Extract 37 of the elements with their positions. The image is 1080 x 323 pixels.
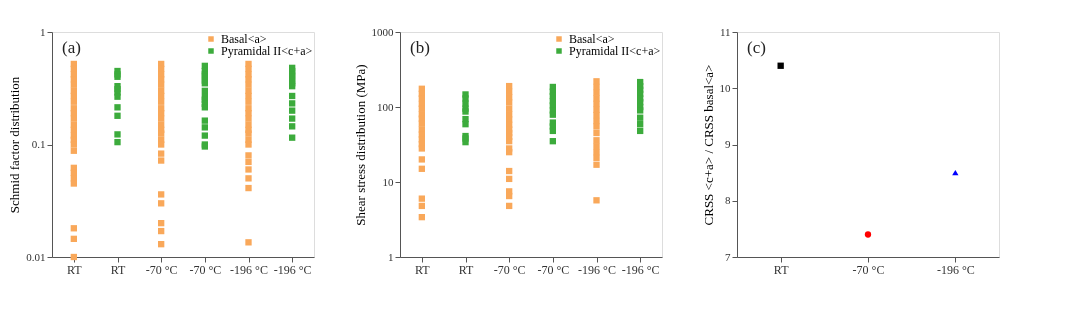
y-tick-label: 1 bbox=[388, 250, 394, 263]
y-tick-label: 1 bbox=[40, 25, 46, 38]
y-tick-label: 100 bbox=[377, 100, 394, 113]
y-tick-label: 0.1 bbox=[31, 138, 46, 150]
y-tick-label: 1000 bbox=[371, 25, 394, 38]
x-tick-label: -196 °C bbox=[936, 262, 975, 277]
y-tick-label: 0.01 bbox=[26, 250, 46, 263]
annotation: (a) bbox=[62, 38, 81, 57]
x-tick-label: -196 °C bbox=[621, 262, 660, 277]
x-tick-label: -196 °C bbox=[230, 262, 268, 277]
legend-label: Basal<a> bbox=[569, 32, 615, 46]
y-axis-title: CRSS <c+a> / CRSS basal<a> bbox=[700, 64, 716, 226]
x-tick-label: RT bbox=[773, 262, 790, 277]
x-tick-label: RT bbox=[110, 262, 126, 277]
y-axis-title: Shear stress distribution (MPa) bbox=[352, 64, 368, 226]
y-tick-label: 9 bbox=[725, 138, 731, 150]
y-tick-label: 8 bbox=[725, 194, 731, 207]
x-tick-label: -70 °C bbox=[852, 262, 885, 277]
x-tick-label: RT bbox=[67, 262, 83, 277]
legend-label: Pyramidal II<c+a> bbox=[221, 44, 313, 58]
x-tick-label: -70 °C bbox=[189, 262, 222, 277]
y-tick-label: 7 bbox=[725, 250, 731, 263]
x-tick-label: -70 °C bbox=[145, 262, 178, 277]
legend-label: Basal<a> bbox=[221, 32, 267, 46]
legend-label: Pyramidal II<c+a> bbox=[569, 44, 661, 58]
x-tick-label: -196 °C bbox=[578, 262, 616, 277]
x-tick-label: -70 °C bbox=[493, 262, 526, 277]
y-tick-label: 11 bbox=[719, 25, 731, 38]
y-axis-title: Schmid factor distribution bbox=[7, 76, 23, 214]
x-tick-label: -70 °C bbox=[537, 262, 570, 277]
x-tick-label: -196 °C bbox=[273, 262, 312, 277]
x-tick-label: RT bbox=[458, 262, 474, 277]
annotation: (c) bbox=[747, 38, 766, 57]
y-tick-label: 10 bbox=[719, 81, 731, 94]
x-tick-label: RT bbox=[415, 262, 431, 277]
y-tick-label: 10 bbox=[382, 175, 394, 188]
annotation: (b) bbox=[410, 38, 430, 57]
